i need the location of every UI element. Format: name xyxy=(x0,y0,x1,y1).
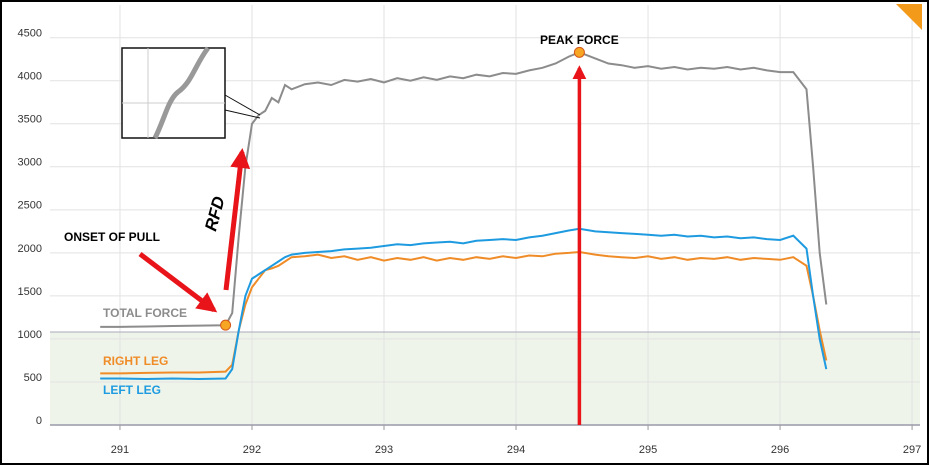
annotation: PEAK FORCE xyxy=(540,33,619,47)
y-tick-label: 2500 xyxy=(18,200,42,212)
y-tick-label: 3500 xyxy=(18,114,42,126)
series-line xyxy=(100,250,828,375)
x-tick-label: 295 xyxy=(639,444,657,456)
x-tick-label: 294 xyxy=(507,444,525,456)
annotation: ONSET OF PULL xyxy=(64,230,160,244)
y-tick-label: 500 xyxy=(24,372,42,384)
y-tick-label: 1500 xyxy=(18,286,42,298)
inset-pointer xyxy=(224,109,261,119)
expand-icon[interactable] xyxy=(896,4,922,30)
x-tick-label: 293 xyxy=(375,444,393,456)
x-tick-label: 292 xyxy=(243,444,261,456)
event-marker xyxy=(573,46,585,58)
y-tick-label: 4500 xyxy=(18,28,42,40)
legend-label: RIGHT LEG xyxy=(103,354,168,368)
x-tick-label: 296 xyxy=(771,444,789,456)
series-line xyxy=(100,51,828,328)
x-tick-label: 297 xyxy=(903,444,921,456)
inset-pointer xyxy=(224,94,261,116)
y-tick-label: 1000 xyxy=(18,329,42,341)
y-tick-label: 4000 xyxy=(18,71,42,83)
arrow xyxy=(223,148,251,291)
y-tick-label: 0 xyxy=(36,415,42,427)
inset-curve xyxy=(152,46,211,140)
y-tick-label: 2000 xyxy=(18,243,42,255)
legend-label: TOTAL FORCE xyxy=(103,306,187,320)
series-line xyxy=(100,227,828,381)
x-tick-label: 291 xyxy=(111,444,129,456)
arrow xyxy=(138,252,218,313)
legend-label: LEFT LEG xyxy=(103,383,161,397)
y-tick-label: 3000 xyxy=(18,157,42,169)
event-marker xyxy=(220,319,232,331)
